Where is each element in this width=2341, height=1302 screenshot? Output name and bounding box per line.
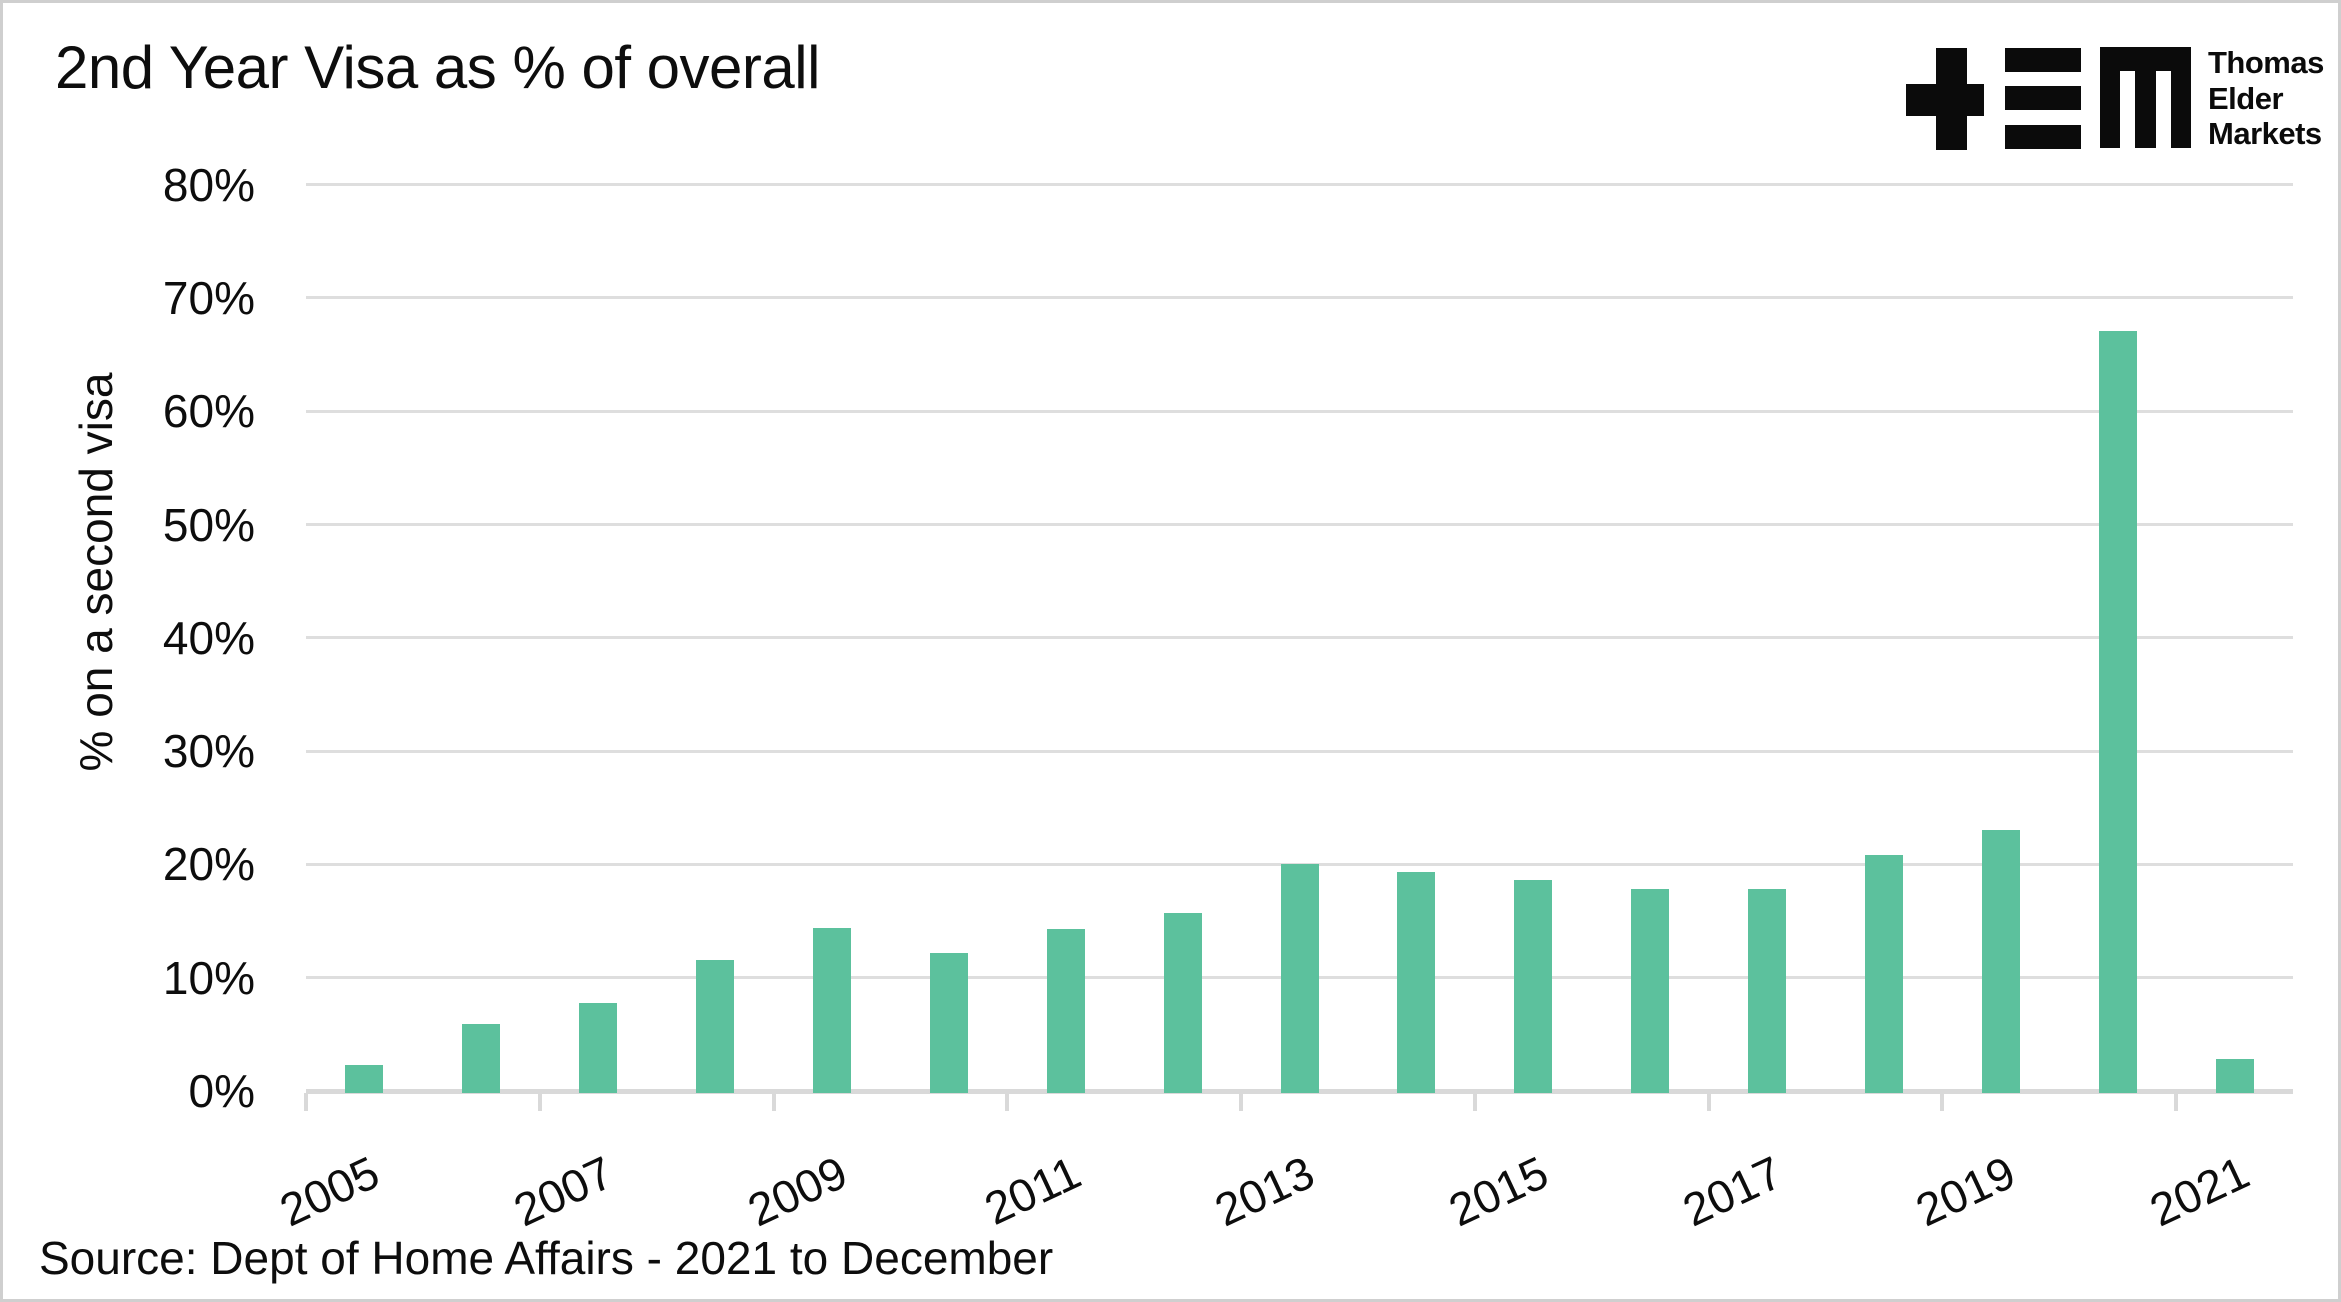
bar-2011 (1046, 928, 1085, 1093)
bar-2017 (1748, 889, 1787, 1093)
logo-wordmark: Thomas Elder Markets (2208, 45, 2324, 152)
x-tick-2021 (2174, 1093, 2179, 1111)
logo-m-icon (2100, 47, 2191, 148)
logo-word-thomas: Thomas (2208, 45, 2324, 80)
logo-equals-icon (2005, 48, 2081, 150)
gridline-70 (306, 296, 2293, 300)
y-tick-label-30: 30% (162, 725, 255, 778)
y-tick-label-50: 50% (162, 498, 255, 551)
x-tick-2017 (1706, 1093, 1711, 1111)
gridline-30 (306, 749, 2293, 753)
bar-2009 (812, 927, 851, 1093)
x-tick-label-2005: 2005 (272, 1145, 387, 1237)
bar-2013 (1280, 864, 1319, 1093)
x-tick-label-2013: 2013 (1207, 1145, 1322, 1237)
x-tick-label-2019: 2019 (1908, 1145, 2024, 1237)
logo-word-elder: Elder (2208, 80, 2284, 116)
x-tick-2013 (1239, 1093, 1244, 1111)
x-tick-2015 (1472, 1093, 1477, 1111)
x-tick-2007 (537, 1093, 542, 1111)
bar-2008 (696, 959, 735, 1093)
x-tick-2005 (304, 1093, 308, 1111)
bar-2007 (579, 1002, 618, 1093)
bar-2010 (929, 952, 968, 1093)
x-tick-label-2015: 2015 (1440, 1145, 1556, 1237)
x-tick-label-2021: 2021 (2142, 1145, 2257, 1237)
x-tick-2011 (1005, 1093, 1010, 1111)
y-tick-label-40: 40% (162, 611, 255, 664)
bar-2020 (2098, 330, 2137, 1093)
bar-2018 (1864, 855, 1903, 1093)
chart-title: 2nd Year Visa as % of overall (55, 34, 820, 101)
x-tick-label-2007: 2007 (505, 1145, 621, 1237)
x-tick-2009 (771, 1093, 776, 1111)
x-tick-label-2009: 2009 (739, 1145, 855, 1237)
bar-2012 (1163, 913, 1202, 1093)
logo-plus-icon (1906, 48, 1984, 150)
y-tick-label-60: 60% (162, 385, 255, 438)
bar-2015 (1514, 880, 1553, 1093)
y-tick-label-80: 80% (162, 158, 255, 211)
bar-2021 (2215, 1059, 2254, 1093)
bar-2014 (1397, 872, 1436, 1093)
bar-2006 (462, 1024, 501, 1093)
bar-2019 (1981, 830, 2020, 1093)
y-tick-label-20: 20% (162, 838, 255, 891)
x-tick-2019 (1940, 1093, 1945, 1111)
gridline-50 (306, 523, 2293, 526)
gridline-60 (306, 409, 2293, 413)
source-note: Source: Dept of Home Affairs - 2021 to D… (39, 1232, 1054, 1284)
y-tick-label-10: 10% (162, 951, 255, 1004)
gridline-80 (306, 183, 2293, 187)
bar-2005 (345, 1064, 384, 1093)
x-tick-label-2011: 2011 (976, 1145, 1089, 1235)
x-tick-label-2017: 2017 (1674, 1145, 1790, 1237)
logo-word-markets: Markets (2208, 116, 2322, 151)
y-tick-label-0: 0% (188, 1065, 255, 1117)
tem-logo: Thomas Elder Markets (1906, 45, 2326, 155)
gridline-40 (306, 636, 2293, 640)
bar-2016 (1631, 889, 1670, 1093)
y-tick-label-70: 70% (162, 271, 255, 324)
